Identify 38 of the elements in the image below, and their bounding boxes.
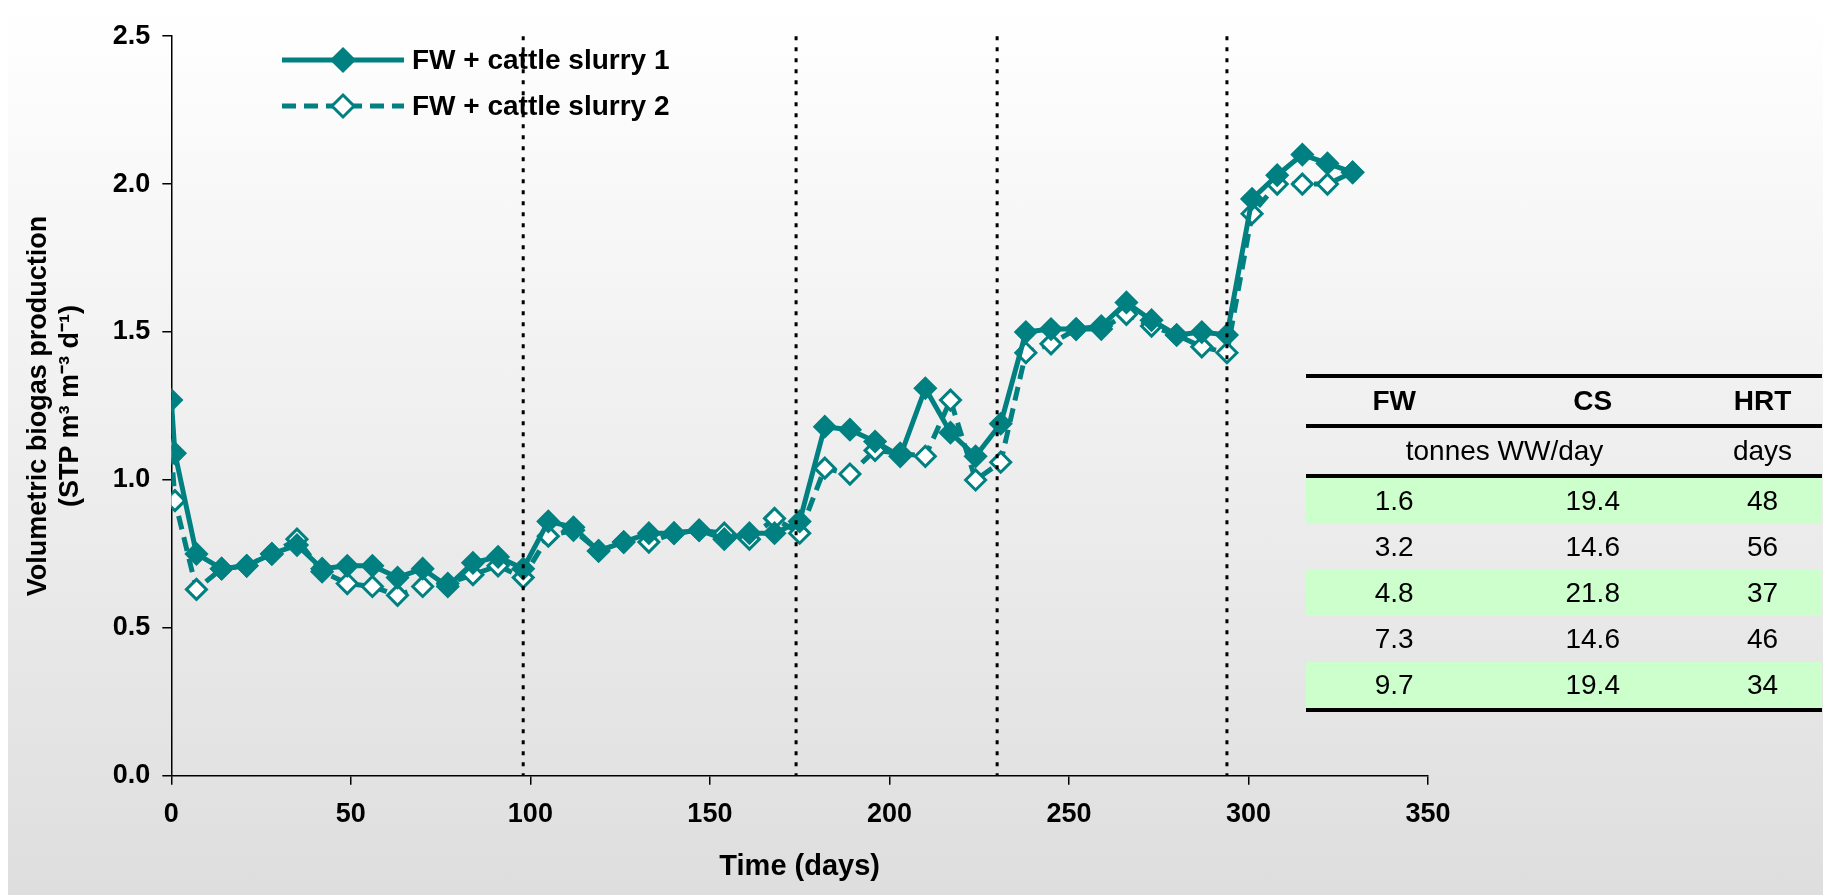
y-tick-label: 2.5 <box>112 19 151 50</box>
text: HRT <box>1732 384 1793 418</box>
legend-label: FW + cattle slurry 1 <box>412 44 670 76</box>
x-tick-label: 0 <box>163 798 179 829</box>
x-tick-label: 150 <box>687 798 733 829</box>
annotation: 7.3 <box>1373 622 1415 656</box>
x-tick-label: 350 <box>1405 798 1451 829</box>
text: 14.6 <box>1564 530 1621 564</box>
text: 56 <box>1745 530 1780 564</box>
x-axis-title: Time (days) <box>719 848 880 881</box>
x-tick-label: 300 <box>1225 798 1272 829</box>
text: CS <box>1572 384 1614 418</box>
text: 19.4 <box>1564 484 1621 518</box>
text: 37 <box>1745 576 1780 610</box>
annotation: 4.8 <box>1373 576 1415 610</box>
annotation: FW <box>1371 384 1417 418</box>
text: 34 <box>1745 668 1780 702</box>
text: days <box>1731 434 1794 468</box>
text: 46 <box>1745 622 1780 656</box>
text: 48 <box>1745 484 1780 518</box>
annotation: 1.6 <box>1373 484 1415 518</box>
x-tick-label: 250 <box>1046 798 1092 829</box>
y-tick-label: 0.5 <box>112 611 151 642</box>
text: 14.6 <box>1564 622 1621 656</box>
y-tick-label: 1.5 <box>112 315 151 346</box>
y-axis-title: Volumetric biogas production (STP m³ m⁻³ d⁻¹) <box>21 215 85 597</box>
y-tick-label: 1.0 <box>112 463 151 494</box>
text: 21.8 <box>1564 576 1621 610</box>
annotation: 3.2 <box>1373 530 1415 564</box>
y-tick-label: 0.0 <box>112 759 151 790</box>
y-tick-label: 2.0 <box>112 167 151 198</box>
x-tick-label: 200 <box>866 798 912 829</box>
legend-label: FW + cattle slurry 2 <box>412 90 670 122</box>
x-tick-label: 100 <box>507 798 553 829</box>
annotation: tonnes WW/day <box>1404 434 1605 468</box>
annotation: 9.7 <box>1373 668 1415 702</box>
text: 19.4 <box>1564 668 1621 702</box>
x-tick-label: 50 <box>335 798 366 829</box>
